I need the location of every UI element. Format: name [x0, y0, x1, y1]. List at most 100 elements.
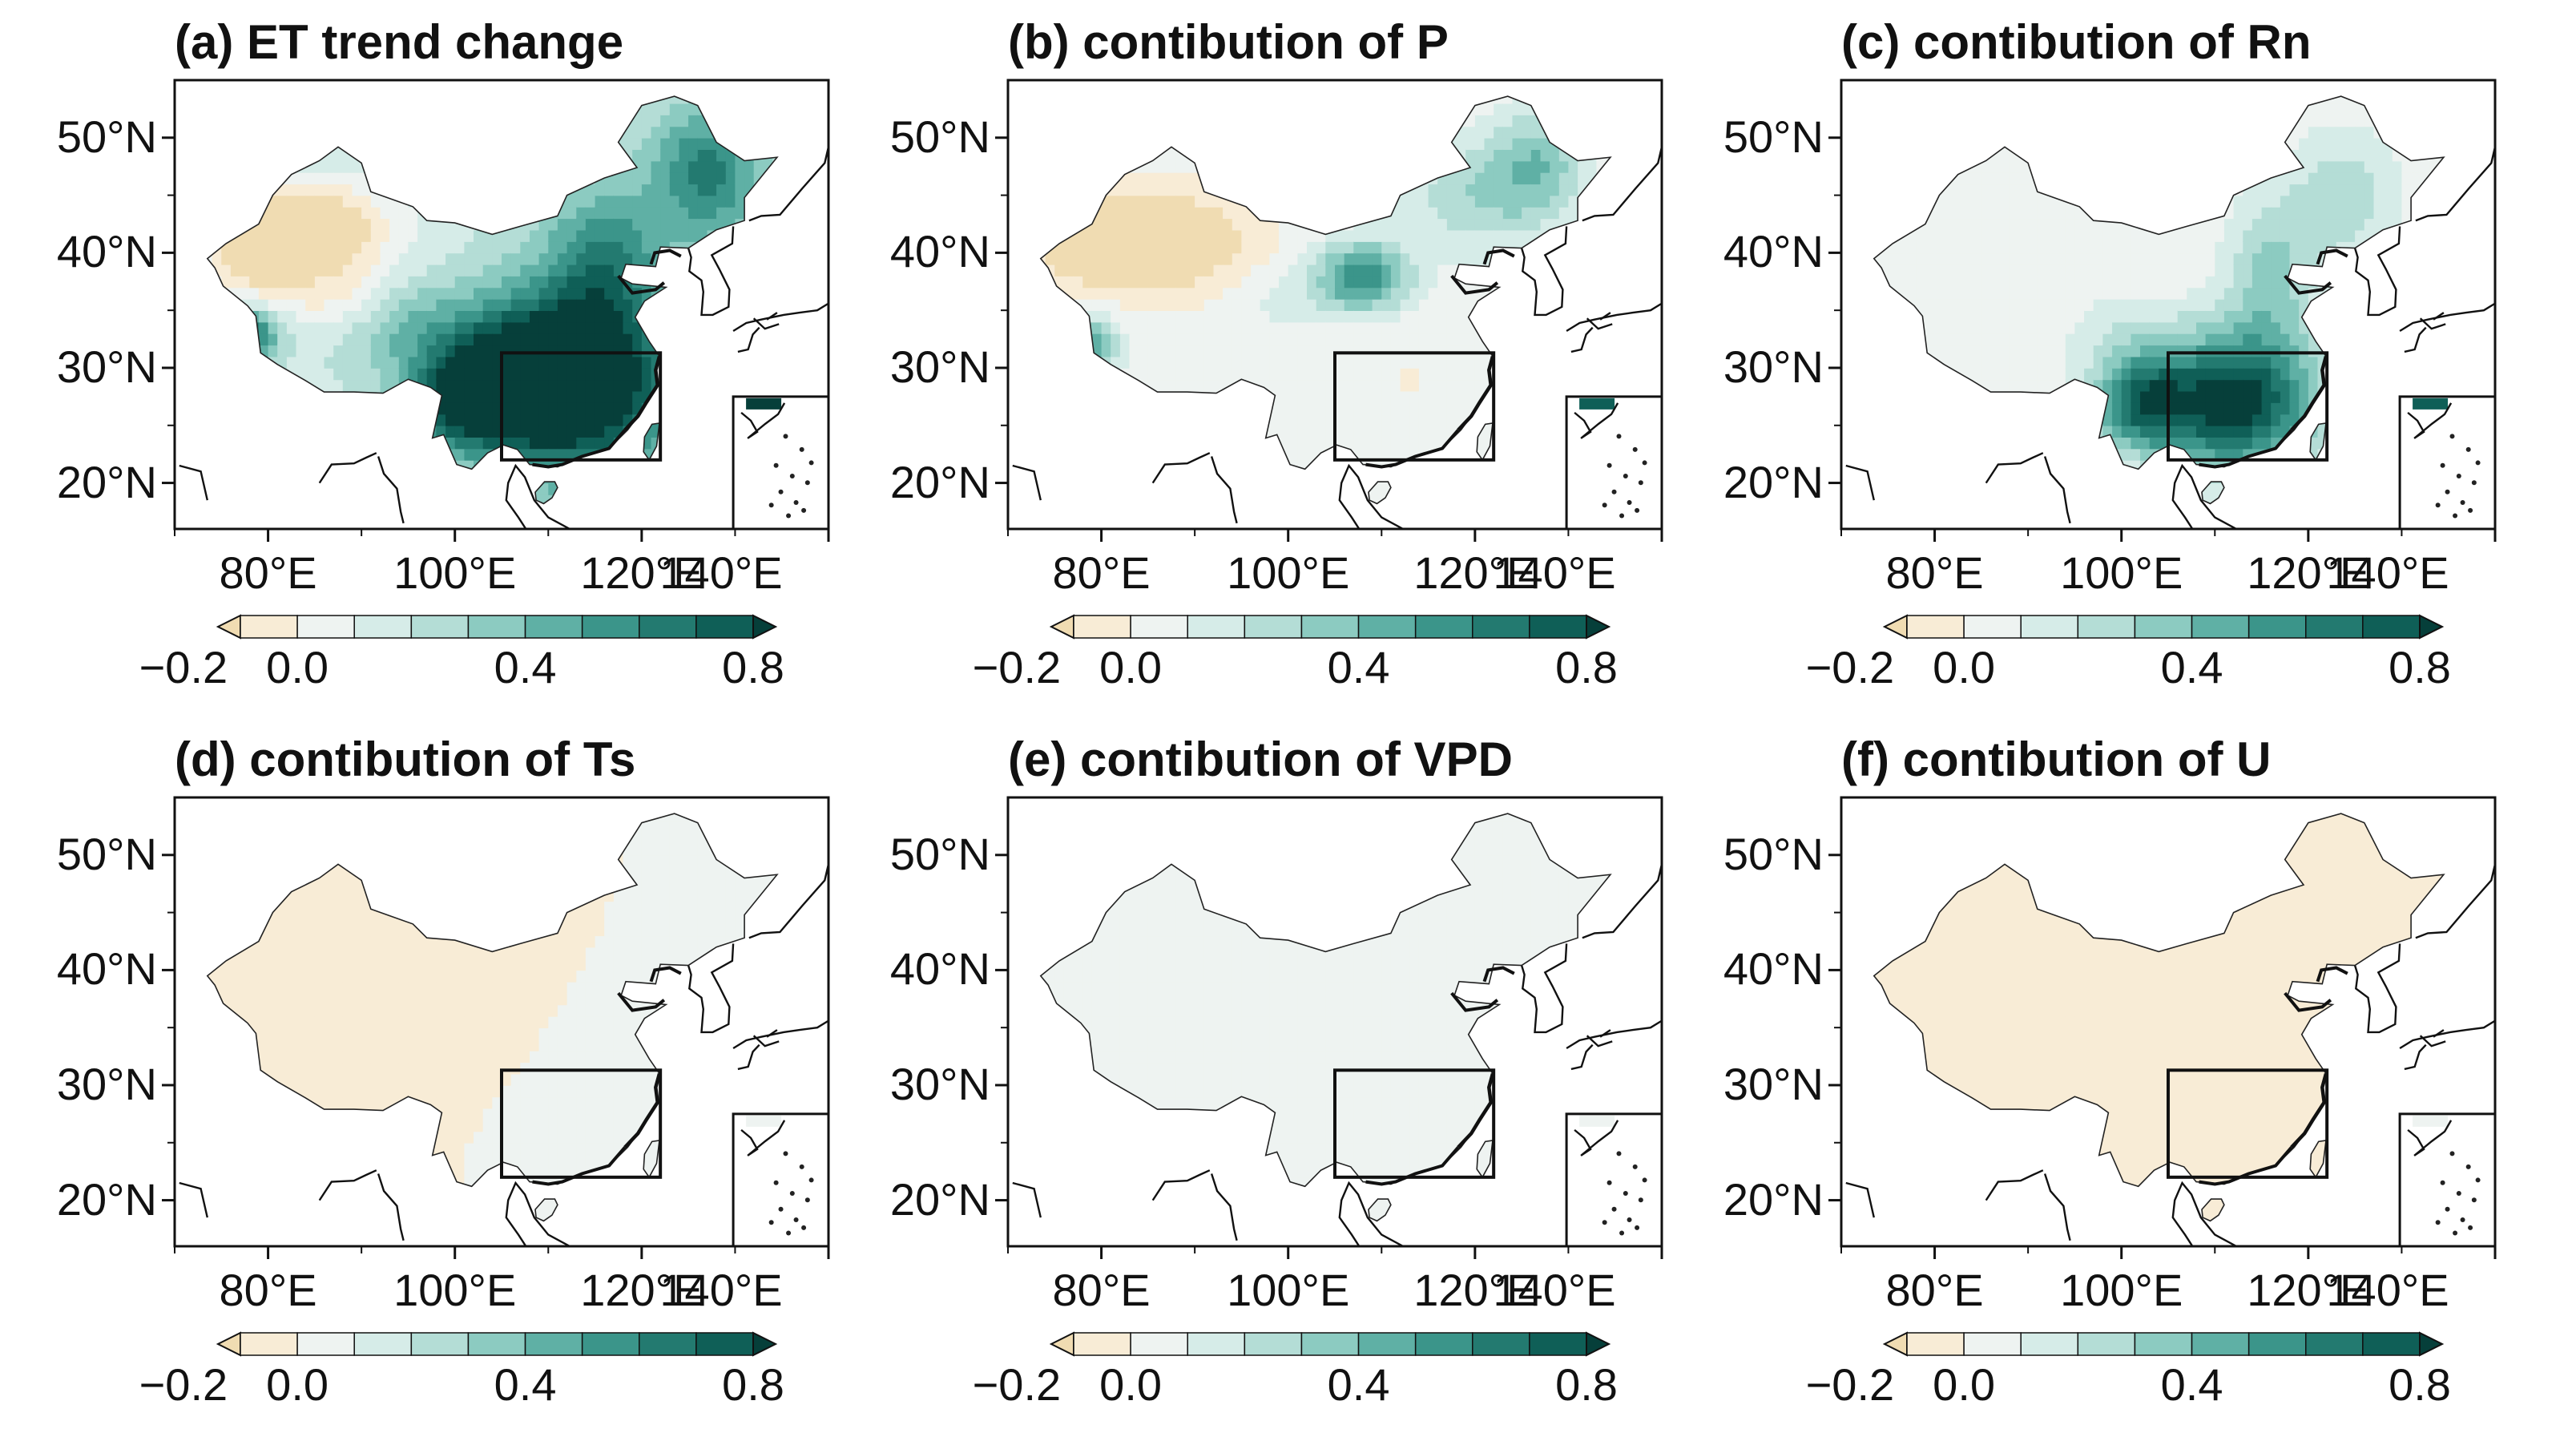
contour-cell — [482, 459, 494, 472]
contour-cell — [1260, 368, 1271, 381]
contour-cell — [669, 195, 680, 208]
contour-cell — [1175, 264, 1187, 277]
contour-cell — [502, 252, 512, 265]
contour-cell — [1260, 241, 1271, 254]
contour-cell — [1550, 459, 1560, 472]
contour-cell — [688, 368, 699, 381]
contour-cell — [1269, 321, 1280, 334]
contour-cell — [1568, 103, 1578, 115]
contour-cell — [380, 206, 390, 220]
contour-cell — [445, 333, 456, 346]
contour-cell — [333, 195, 344, 208]
contour-cell — [1428, 126, 1439, 139]
contour-cell — [1269, 206, 1280, 220]
contour-cell — [1091, 264, 1103, 277]
contour-cell — [566, 402, 578, 415]
contour-cell — [1297, 310, 1308, 323]
contour-cell — [716, 379, 727, 392]
contour-cell — [753, 276, 764, 289]
contour-cell — [1878, 160, 1889, 173]
contour-cell — [370, 264, 381, 277]
contour-cell — [380, 137, 390, 150]
contour-cell — [296, 149, 306, 162]
contour-cell — [1213, 414, 1223, 426]
contour-cell — [268, 368, 279, 381]
contour-cell — [1091, 172, 1103, 185]
contour-cell — [1111, 115, 1121, 127]
contour-cell — [1045, 448, 1056, 461]
contour-cell — [502, 149, 512, 162]
contour-cell — [530, 264, 540, 277]
contour-cell — [1363, 414, 1373, 426]
contour-cell — [1428, 379, 1439, 392]
contour-cell — [1297, 115, 1308, 127]
contour-cell — [1530, 184, 1542, 196]
contour-cell — [1269, 172, 1280, 185]
contour-cell — [1101, 126, 1112, 139]
contour-cell — [240, 115, 251, 127]
contour-cell — [1119, 96, 1131, 104]
contour-cell — [1615, 264, 1626, 277]
map-panel-a: (a) ET trend change 50°N 40°N 30°N 20°N 80°E 1… — [0, 0, 830, 705]
contour-cell — [1502, 333, 1514, 346]
contour-cell — [1073, 195, 1084, 208]
contour-cell — [1335, 115, 1345, 127]
contour-cell — [1390, 252, 1401, 265]
contour-cell — [1157, 264, 1167, 277]
contour-cell — [1223, 126, 1233, 139]
contour-cell — [604, 459, 615, 472]
contour-cell — [1465, 459, 1476, 472]
contour-cell — [426, 482, 437, 495]
contour-cell — [1888, 414, 1898, 426]
contour-cell — [464, 459, 474, 472]
contour-cell — [445, 149, 456, 162]
contour-cell — [1906, 437, 1917, 450]
contour-cell — [1409, 333, 1420, 346]
contour-cell — [474, 368, 484, 381]
contour-cell — [1111, 333, 1121, 346]
contour-cell — [436, 333, 446, 346]
contour-cell — [1139, 425, 1149, 438]
contour-cell — [520, 160, 530, 173]
contour-cell — [352, 195, 362, 208]
contour-cell — [464, 137, 474, 150]
contour-cell — [1073, 149, 1084, 162]
contour-cell — [1363, 126, 1373, 139]
contour-cell — [305, 276, 316, 289]
contour-cell — [707, 195, 717, 208]
contour-cell — [1316, 298, 1327, 311]
contour-cell — [1409, 471, 1420, 484]
contour-cell — [1550, 356, 1560, 369]
contour-cell — [1203, 298, 1215, 311]
contour-cell — [1082, 379, 1093, 392]
contour-cell — [707, 414, 717, 426]
contour-cell — [641, 356, 652, 369]
contour-cell — [1512, 218, 1522, 231]
contour-cell — [454, 126, 466, 139]
contour-cell — [464, 126, 474, 139]
contour-cell — [1167, 356, 1177, 369]
contour-cell — [1297, 506, 1308, 518]
contour-cell — [1456, 218, 1466, 231]
contour-cell — [277, 184, 288, 196]
contour-cell — [1400, 448, 1411, 461]
contour-cell — [1878, 184, 1889, 196]
contour-cell — [286, 321, 297, 334]
contour-cell — [380, 241, 390, 254]
contour-cell — [1203, 437, 1215, 450]
contour-cell — [1344, 321, 1355, 334]
contour-cell — [389, 437, 400, 450]
contour-cell — [1054, 471, 1065, 484]
contour-cell — [1512, 333, 1522, 346]
contour-cell — [502, 414, 512, 426]
contour-cell — [1129, 379, 1139, 392]
contour-cell — [576, 96, 587, 104]
contour-cell — [408, 345, 418, 357]
contour-cell — [1040, 137, 1046, 150]
contour-cell — [1400, 172, 1411, 185]
contour-cell — [212, 321, 223, 334]
contour-cell — [1437, 287, 1448, 300]
contour-cell — [1269, 448, 1280, 461]
contour-cell — [1040, 264, 1046, 277]
contour-cell — [566, 321, 578, 334]
